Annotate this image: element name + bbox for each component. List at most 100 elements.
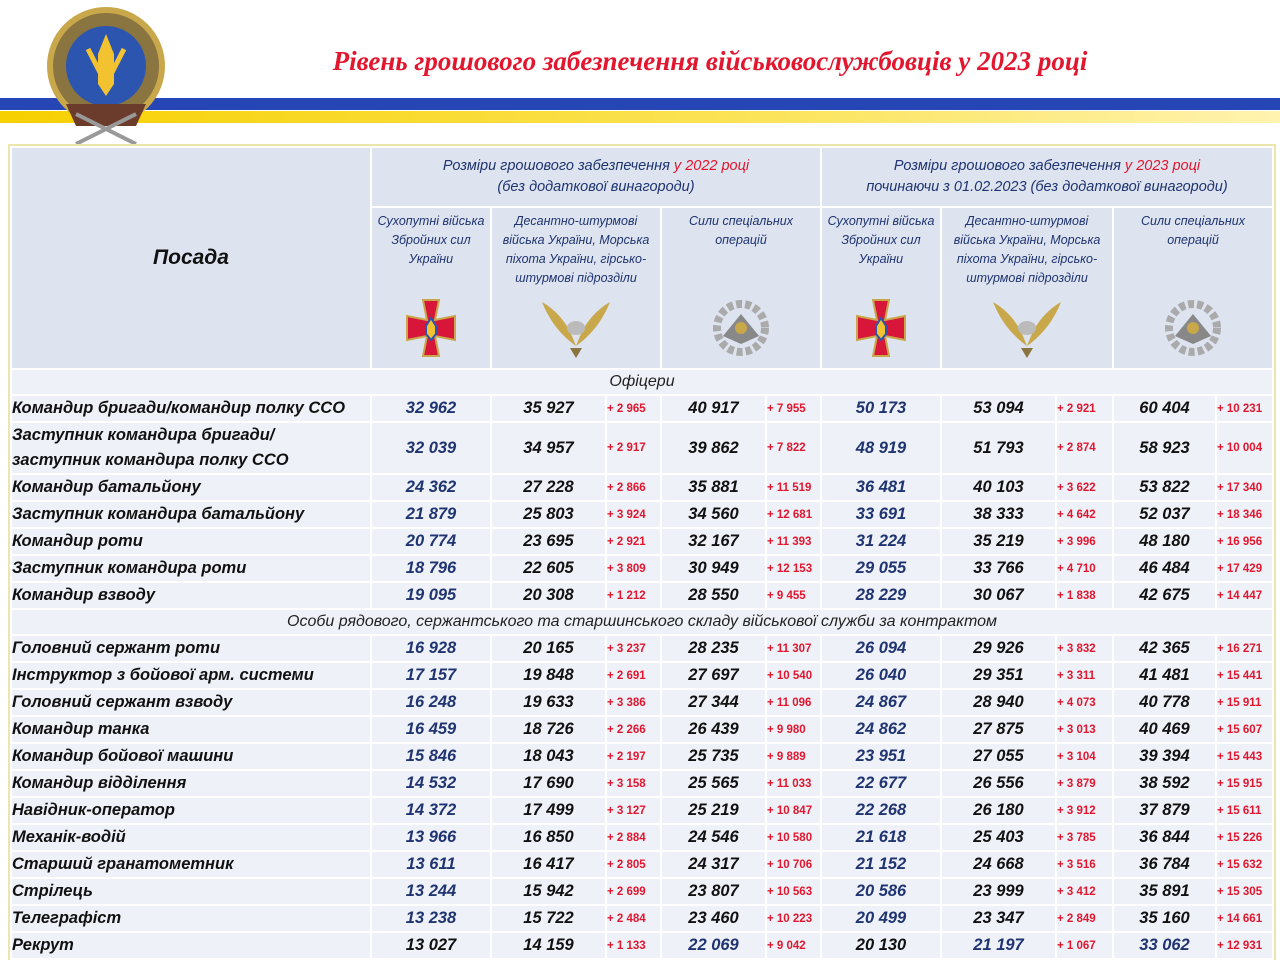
increase: + 15 443	[1215, 742, 1274, 771]
group-line: Розміри грошового забезпечення	[442, 158, 670, 174]
increase: + 2 866	[605, 473, 662, 502]
increase: + 11 519	[765, 473, 822, 502]
increase: + 4 710	[1055, 554, 1114, 583]
salary: 26 556	[940, 769, 1057, 798]
salary: 27 875	[940, 715, 1057, 744]
icon	[713, 300, 769, 356]
increase: + 3 386	[605, 688, 662, 717]
data-row: Командир бойової машини 15 846 18 043 + 2 1…	[10, 742, 1274, 771]
salary: 21 197	[940, 931, 1057, 960]
section-row: Офіцери	[10, 368, 1274, 396]
data-row: Заступник командира роти 18 796 22 605 + 3 …	[10, 554, 1274, 583]
salary: 26 094	[820, 634, 942, 663]
salary: 13 238	[370, 904, 492, 933]
increase: + 12 153	[765, 554, 822, 583]
salary: 28 550	[660, 581, 767, 610]
increase: + 15 226	[1215, 823, 1274, 852]
salary: 35 891	[1112, 877, 1217, 906]
salary: 39 862	[660, 421, 767, 475]
increase: + 2 921	[605, 527, 662, 556]
salary: 23 807	[660, 877, 767, 906]
salary: 30 949	[660, 554, 767, 583]
salary: 40 917	[660, 394, 767, 423]
salary: 22 605	[490, 554, 607, 583]
salary: 35 881	[660, 473, 767, 502]
salary: 24 668	[940, 850, 1057, 879]
increase: + 3 832	[1055, 634, 1114, 663]
column-icon	[373, 296, 489, 360]
salary: 16 417	[490, 850, 607, 879]
salary: 13 027	[370, 931, 492, 960]
salary: 48 919	[820, 421, 942, 475]
increase: + 1 838	[1055, 581, 1114, 610]
data-row: Командир взводу 19 095 20 308 + 1 212 28 550…	[10, 581, 1274, 610]
salary: 48 180	[1112, 527, 1217, 556]
position-name: Стрілець	[10, 877, 372, 906]
salary: 34 560	[660, 500, 767, 529]
increase: + 2 884	[605, 823, 662, 852]
pay-table: Посада Розміри грошового забезпечення у …	[8, 144, 1276, 960]
data-row: Інструктор з бойової арм. системи 17 157 1…	[10, 661, 1274, 690]
increase: + 3 311	[1055, 661, 1114, 690]
salary: 39 394	[1112, 742, 1217, 771]
salary: 20 165	[490, 634, 607, 663]
data-row: Рекрут 13 027 14 159 + 1 133 22 069 + 9 042 20…	[10, 931, 1274, 960]
salary: 29 055	[820, 554, 942, 583]
salary: 13 244	[370, 877, 492, 906]
position-name: Старший гранатометник	[10, 850, 372, 879]
icon	[856, 299, 906, 357]
salary: 23 695	[490, 527, 607, 556]
data-row: Командир відділення 14 532 17 690 + 3 158 25…	[10, 769, 1274, 798]
column-header-row: Сухопутні війська Збройних сил України Де…	[11, 206, 1274, 370]
position-name: Головний сержант роти	[10, 634, 372, 663]
increase: + 18 346	[1215, 500, 1274, 529]
increase: + 10 540	[765, 661, 822, 690]
increase: + 10 580	[765, 823, 822, 852]
column-title: Сили спеціальних операцій	[1141, 214, 1245, 247]
group-year: у 2023 році	[1124, 158, 1201, 174]
increase: + 11 393	[765, 527, 822, 556]
increase: + 3 158	[605, 769, 662, 798]
salary: 30 067	[940, 581, 1057, 610]
salary: 25 803	[490, 500, 607, 529]
salary: 14 532	[370, 769, 492, 798]
salary: 23 999	[940, 877, 1057, 906]
increase: + 11 033	[765, 769, 822, 798]
increase: + 10 223	[765, 904, 822, 933]
salary: 28 229	[820, 581, 942, 610]
increase: + 15 911	[1215, 688, 1274, 717]
salary: 29 351	[940, 661, 1057, 690]
column-header: Сухопутні війська Збройних сил України	[370, 206, 492, 370]
data-row: Телеграфіст 13 238 15 722 + 2 484 23 460 + 10…	[10, 904, 1274, 933]
increase: + 2 699	[605, 877, 662, 906]
increase: + 7 955	[765, 394, 822, 423]
flag-stripes	[0, 98, 1280, 123]
data-row: Старший гранатометник 13 611 16 417 + 2 805…	[10, 850, 1274, 879]
salary: 19 633	[490, 688, 607, 717]
increase: + 1 067	[1055, 931, 1114, 960]
position-name: Навідник-оператор	[10, 796, 372, 825]
salary: 36 784	[1112, 850, 1217, 879]
salary: 35 219	[940, 527, 1057, 556]
salary: 26 439	[660, 715, 767, 744]
position-name: Заступник командира батальйону	[10, 500, 372, 529]
salary: 42 675	[1112, 581, 1217, 610]
increase: + 2 874	[1055, 421, 1114, 475]
position-name: Головний сержант взводу	[10, 688, 372, 717]
increase: + 3 127	[605, 796, 662, 825]
increase: + 15 305	[1215, 877, 1274, 906]
salary: 53 094	[940, 394, 1057, 423]
salary: 25 219	[660, 796, 767, 825]
increase: + 9 980	[765, 715, 822, 744]
salary: 18 796	[370, 554, 492, 583]
salary: 24 317	[660, 850, 767, 879]
salary: 23 347	[940, 904, 1057, 933]
salary: 24 867	[820, 688, 942, 717]
position-name: Командир батальйону	[10, 473, 372, 502]
section-title: Офіцери	[10, 368, 1274, 396]
salary: 28 940	[940, 688, 1057, 717]
increase: + 11 307	[765, 634, 822, 663]
salary: 23 951	[820, 742, 942, 771]
increase: + 7 822	[765, 421, 822, 475]
salary: 28 235	[660, 634, 767, 663]
